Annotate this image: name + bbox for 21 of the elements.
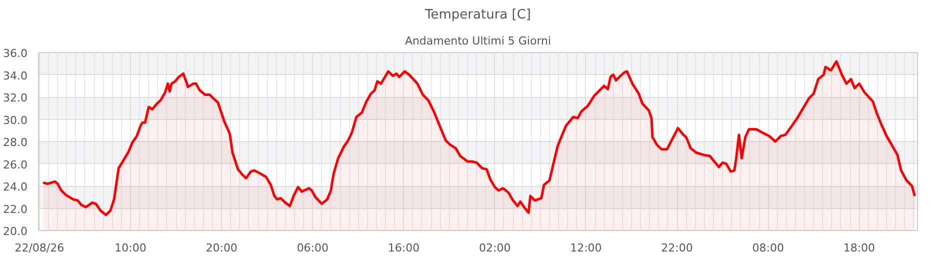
y-tick-label: 22.0 xyxy=(3,202,28,216)
y-tick-label: 34.0 xyxy=(3,69,28,82)
y-tick-label: 24.0 xyxy=(3,180,28,194)
y-tick-label: 20.0 xyxy=(3,225,28,238)
x-tick-label: 16:00 xyxy=(388,242,420,254)
x-tick-label: 20:00 xyxy=(206,242,238,254)
y-tick-label: 28.0 xyxy=(3,136,28,149)
y-tick-label: 36.0 xyxy=(3,47,28,60)
x-tick-label: 10:00 xyxy=(114,242,146,254)
y-tick-label: 30.0 xyxy=(3,114,28,127)
x-tick-label: 08:00 xyxy=(752,242,784,254)
x-tick-label: 22:00 xyxy=(661,242,693,254)
x-tick-label: 02:00 xyxy=(479,242,511,254)
x-tick-label: 06:00 xyxy=(296,242,329,254)
x-tick-label: 18:00 xyxy=(843,242,876,254)
x-tick-label: 12:00 xyxy=(570,242,602,254)
x-tick-label: 22/08/26 xyxy=(14,242,64,254)
y-tick-label: 32.0 xyxy=(3,92,28,104)
chart-subtitle: Andamento Ultimi 5 Giorni xyxy=(404,34,552,48)
chart-title: Temperatura [C] xyxy=(424,8,531,22)
y-tick-label: 26.0 xyxy=(3,158,28,172)
